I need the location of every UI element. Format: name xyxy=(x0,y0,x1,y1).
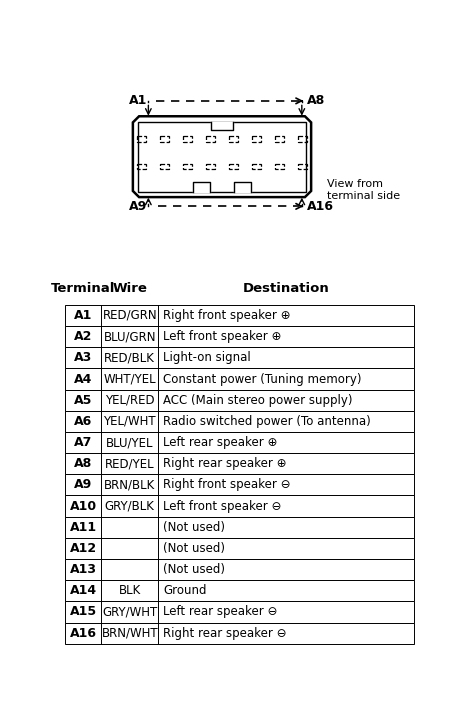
Bar xyxy=(65,347,414,368)
Text: Ground: Ground xyxy=(163,584,207,597)
Bar xyxy=(65,326,414,347)
Text: A6: A6 xyxy=(74,415,92,428)
Text: (Not used): (Not used) xyxy=(163,521,225,534)
Text: Wire: Wire xyxy=(112,282,147,295)
Text: A1: A1 xyxy=(74,309,92,322)
Bar xyxy=(65,601,414,623)
Text: A16: A16 xyxy=(307,200,334,213)
Text: Right front speaker ⊖: Right front speaker ⊖ xyxy=(163,478,291,492)
Text: A2: A2 xyxy=(74,330,92,343)
Text: RED/GRN: RED/GRN xyxy=(102,309,157,322)
Text: RED/BLK: RED/BLK xyxy=(104,352,155,365)
Bar xyxy=(65,305,414,326)
Text: GRY/WHT: GRY/WHT xyxy=(102,605,157,618)
Text: Left rear speaker ⊖: Left rear speaker ⊖ xyxy=(163,605,277,618)
Polygon shape xyxy=(234,182,251,191)
Bar xyxy=(65,411,414,432)
Text: Left rear speaker ⊕: Left rear speaker ⊕ xyxy=(163,436,277,449)
Polygon shape xyxy=(211,122,233,130)
Text: A9: A9 xyxy=(128,200,147,213)
Text: (Not used): (Not used) xyxy=(163,563,225,576)
Bar xyxy=(65,580,414,601)
Text: Radio switched power (To antenna): Radio switched power (To antenna) xyxy=(163,415,371,428)
Text: Right rear speaker ⊖: Right rear speaker ⊖ xyxy=(163,626,287,639)
Text: BRN/BLK: BRN/BLK xyxy=(104,478,155,492)
Text: Left front speaker ⊖: Left front speaker ⊖ xyxy=(163,500,282,513)
Text: YEL/WHT: YEL/WHT xyxy=(103,415,156,428)
Text: Left front speaker ⊕: Left front speaker ⊕ xyxy=(163,330,282,343)
Text: A3: A3 xyxy=(74,352,92,365)
Text: A8: A8 xyxy=(74,457,92,471)
Text: A11: A11 xyxy=(70,521,97,534)
Text: BLK: BLK xyxy=(118,584,141,597)
Text: A1: A1 xyxy=(128,94,147,107)
Text: A4: A4 xyxy=(74,373,92,386)
Text: A16: A16 xyxy=(70,626,97,639)
Text: RED/YEL: RED/YEL xyxy=(105,457,155,471)
Text: GRY/BLK: GRY/BLK xyxy=(105,500,155,513)
Text: WHT/YEL: WHT/YEL xyxy=(103,373,156,386)
Text: Right front speaker ⊕: Right front speaker ⊕ xyxy=(163,309,291,322)
Bar xyxy=(65,495,414,517)
Text: A10: A10 xyxy=(70,500,97,513)
Polygon shape xyxy=(193,182,210,191)
Text: A5: A5 xyxy=(74,394,92,407)
Text: A13: A13 xyxy=(70,563,97,576)
Bar xyxy=(65,432,414,453)
Bar xyxy=(65,368,414,389)
Text: YEL/RED: YEL/RED xyxy=(105,394,155,407)
Text: A9: A9 xyxy=(74,478,92,492)
Bar xyxy=(65,453,414,474)
Bar xyxy=(65,389,414,411)
Text: Right rear speaker ⊕: Right rear speaker ⊕ xyxy=(163,457,287,471)
Text: A12: A12 xyxy=(70,542,97,555)
Text: Constant power (Tuning memory): Constant power (Tuning memory) xyxy=(163,373,362,386)
Text: View from
terminal side: View from terminal side xyxy=(327,179,400,201)
Text: A14: A14 xyxy=(70,584,97,597)
Text: Terminal: Terminal xyxy=(51,282,116,295)
Text: Destination: Destination xyxy=(243,282,330,295)
Text: BLU/GRN: BLU/GRN xyxy=(103,330,156,343)
Bar xyxy=(65,559,414,580)
Bar xyxy=(65,517,414,538)
Text: BRN/WHT: BRN/WHT xyxy=(101,626,158,639)
Bar xyxy=(65,623,414,644)
Text: A7: A7 xyxy=(74,436,92,449)
Bar xyxy=(65,538,414,559)
Text: Light-on signal: Light-on signal xyxy=(163,352,251,365)
Bar xyxy=(65,474,414,495)
Text: (Not used): (Not used) xyxy=(163,542,225,555)
Text: A15: A15 xyxy=(70,605,97,618)
Text: ACC (Main stereo power supply): ACC (Main stereo power supply) xyxy=(163,394,353,407)
Text: A8: A8 xyxy=(307,94,325,107)
Text: BLU/YEL: BLU/YEL xyxy=(106,436,154,449)
